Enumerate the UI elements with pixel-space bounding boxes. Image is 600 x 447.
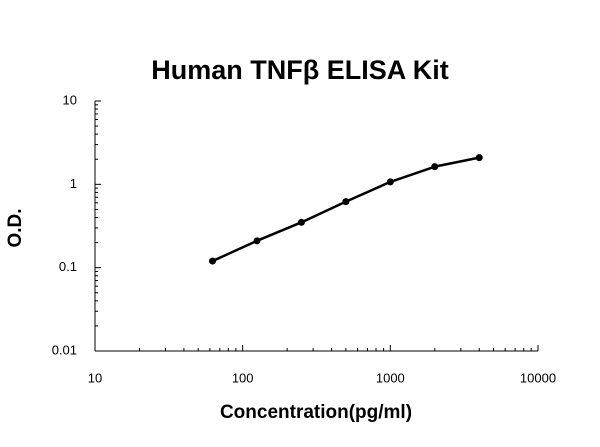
data-point [431,163,439,171]
x-tick-label: 100 [232,370,254,385]
chart-title: Human TNFβ ELISA Kit [151,55,448,85]
data-point [253,237,261,245]
data-point [386,178,394,186]
data-point [297,218,305,226]
y-axis-label: O.D. [5,208,26,247]
y-tick-label: 0.01 [52,342,77,357]
x-tick-label: 10 [88,370,102,385]
y-tick-label: 0.1 [59,259,77,274]
x-axis-label: Concentration(pg/ml) [220,402,412,423]
y-tick-label: 10 [63,92,77,107]
x-tick-label: 1000 [376,370,405,385]
data-line [212,156,480,263]
x-tick-label: 10000 [520,370,556,385]
data-point [475,154,483,162]
data-point [342,198,350,206]
data-point [209,257,217,265]
y-tick-label: 1 [70,176,77,191]
